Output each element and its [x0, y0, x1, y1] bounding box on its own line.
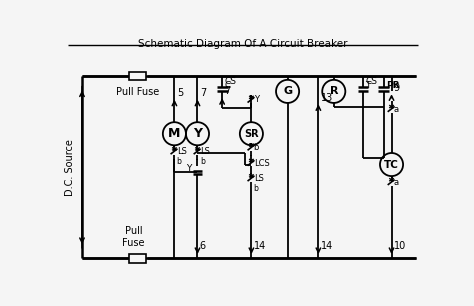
- Text: TC: TC: [384, 159, 399, 170]
- Text: C: C: [225, 81, 231, 90]
- Text: LS: LS: [200, 147, 210, 156]
- Text: LCS: LCS: [254, 159, 269, 167]
- Text: a: a: [394, 178, 399, 187]
- Text: 9: 9: [394, 83, 400, 93]
- Text: M: M: [168, 127, 181, 140]
- Bar: [129, 72, 146, 80]
- Text: b: b: [254, 143, 259, 152]
- Text: G: G: [283, 86, 292, 96]
- Text: LS: LS: [254, 174, 264, 183]
- Text: 7: 7: [225, 87, 231, 96]
- Text: 5: 5: [177, 88, 183, 98]
- Text: Pull Fuse: Pull Fuse: [116, 87, 159, 97]
- Text: CS: CS: [225, 77, 237, 86]
- Text: 10: 10: [394, 241, 406, 251]
- Text: D.C. Source: D.C. Source: [65, 139, 75, 196]
- Text: a: a: [394, 105, 399, 114]
- Text: R: R: [329, 86, 338, 96]
- Text: Schematic Diagram Of A Circuit Breaker: Schematic Diagram Of A Circuit Breaker: [138, 39, 347, 49]
- Text: CS: CS: [365, 77, 377, 86]
- Text: b: b: [177, 157, 182, 166]
- Text: Y: Y: [254, 95, 259, 104]
- Text: Y: Y: [193, 127, 202, 140]
- Bar: [129, 254, 146, 263]
- Text: Y: Y: [186, 164, 191, 174]
- Text: b: b: [200, 157, 205, 166]
- Text: 14: 14: [254, 241, 266, 251]
- Text: 14: 14: [321, 241, 333, 251]
- Text: b: b: [254, 184, 259, 193]
- Text: 7: 7: [200, 88, 206, 98]
- Text: SR: SR: [244, 129, 259, 139]
- Text: Pull
Fuse: Pull Fuse: [122, 226, 145, 248]
- Text: T: T: [365, 81, 371, 90]
- Text: 6: 6: [200, 241, 206, 251]
- Text: 13: 13: [321, 93, 333, 103]
- Text: LS: LS: [177, 147, 187, 156]
- Text: PR: PR: [386, 80, 400, 90]
